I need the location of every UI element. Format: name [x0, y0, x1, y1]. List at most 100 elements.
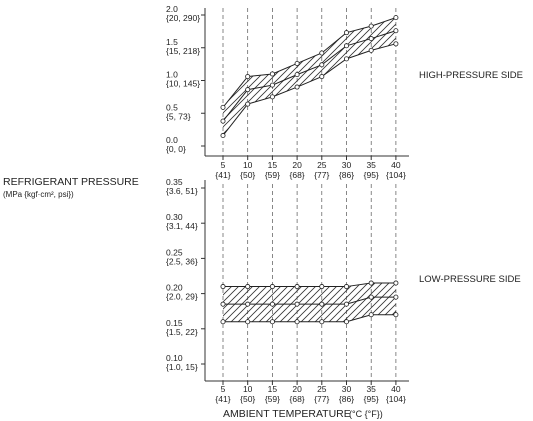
data-point-middle [294, 301, 300, 307]
x-tick-label: 25 [317, 384, 327, 394]
y-tick-label: 0.30 [166, 212, 183, 222]
x-tick-sublabel: {68} [290, 394, 305, 404]
x-tick-label: 10 [243, 160, 253, 170]
data-point-upper [220, 284, 226, 290]
data-point-lower [294, 319, 300, 325]
data-point-lower [269, 319, 275, 325]
range-band [223, 283, 396, 322]
data-point-upper [294, 60, 300, 66]
x-tick-sublabel: {41} [215, 170, 230, 180]
data-point-upper [245, 74, 251, 80]
data-point-lower [245, 319, 251, 325]
x-tick-label: 20 [292, 160, 302, 170]
data-point-middle [269, 301, 275, 307]
y-tick-label: 0.15 [166, 318, 183, 328]
x-axis-unit: (°C {°F}) [349, 409, 383, 419]
y-tick-sublabel: {0, 0} [166, 144, 186, 154]
data-point-lower [343, 56, 349, 62]
data-point-middle [220, 118, 226, 124]
data-point-middle [245, 301, 251, 307]
x-tick-label: 40 [391, 160, 401, 170]
data-point-middle [245, 87, 251, 93]
y-tick-label: 0.35 [166, 177, 183, 187]
series-line-lower [222, 43, 397, 136]
x-tick-sublabel: {95} [364, 394, 379, 404]
y-tick-label: 2.0 [166, 4, 178, 14]
data-point-upper [343, 30, 349, 36]
y-tick-sublabel: {10, 145} [166, 79, 200, 89]
y-tick-sublabel: {2.0, 29} [166, 292, 198, 302]
data-point-upper [220, 104, 226, 110]
x-tick-sublabel: {104} [386, 170, 406, 180]
data-point-upper [269, 71, 275, 77]
series-line-lower [223, 314, 396, 323]
data-point-middle [269, 82, 275, 88]
data-point-lower [393, 312, 399, 318]
y-axis-title: REFRIGERANT PRESSURE [3, 176, 139, 188]
series-line-upper [222, 17, 397, 108]
data-point-upper [269, 284, 275, 290]
y-tick-sublabel: {1.0, 15} [166, 362, 198, 372]
x-tick-label: 5 [221, 160, 226, 170]
data-point-upper [319, 50, 325, 56]
y-tick-sublabel: {20, 290} [166, 13, 200, 23]
data-point-middle [343, 301, 349, 307]
y-tick-sublabel: {1.5, 22} [166, 327, 198, 337]
x-tick-sublabel: {104} [386, 394, 406, 404]
y-tick-sublabel: {3.6, 51} [166, 186, 198, 196]
low-pressure-panel: 0.35{3.6, 51} 0.30{3.1, 44} 0.25{2.5, 36} 0… [166, 177, 521, 404]
data-point-lower [343, 319, 349, 325]
x-tick-sublabel: {86} [339, 394, 354, 404]
data-point-middle [319, 62, 325, 68]
data-point-upper [368, 23, 374, 29]
x-tick-label: 20 [292, 384, 302, 394]
data-point-upper [393, 280, 399, 286]
series-line-middle [222, 30, 397, 122]
data-point-lower [220, 319, 226, 325]
y-tick-sublabel: {5, 73} [166, 111, 191, 121]
data-point-middle [368, 36, 374, 42]
x-tick-sublabel: {95} [364, 170, 379, 180]
y-tick-label: 0.25 [166, 247, 183, 257]
series-line-upper [223, 282, 396, 288]
data-point-upper [294, 284, 300, 290]
x-tick-label: 15 [268, 384, 278, 394]
x-tick-label: 30 [342, 384, 352, 394]
high-pressure-panel: 2.0{20, 290}1.5{15, 218}1.0{10, 145}0.5{… [166, 4, 523, 180]
data-point-lower [294, 84, 300, 90]
y-tick-sublabel: {2.5, 36} [166, 256, 198, 266]
data-point-middle [393, 294, 399, 300]
x-tick-sublabel: {50} [240, 394, 255, 404]
data-point-lower [269, 94, 275, 100]
y-tick-label: 0.10 [166, 353, 183, 363]
x-tick-sublabel: {86} [339, 170, 354, 180]
x-tick-label: 5 [221, 384, 226, 394]
data-point-lower [220, 133, 226, 139]
y-tick-label: 1.5 [166, 37, 178, 47]
side-label: LOW-PRESSURE SIDE [419, 274, 521, 285]
range-band [223, 17, 396, 136]
side-label: HIGH-PRESSURE SIDE [419, 70, 523, 81]
x-tick-sublabel: {59} [265, 170, 280, 180]
data-point-middle [220, 301, 226, 307]
data-point-upper [393, 15, 399, 21]
x-tick-label: 35 [366, 384, 376, 394]
data-point-lower [368, 47, 374, 53]
x-tick-label: 15 [268, 160, 278, 170]
data-point-lower [393, 41, 399, 47]
data-point-middle [393, 28, 399, 34]
data-point-lower [319, 74, 325, 80]
y-tick-sublabel: {3.1, 44} [166, 221, 198, 231]
data-point-lower [368, 312, 374, 318]
x-axis-title: AMBIENT TEMPERATURE [223, 408, 351, 420]
x-tick-sublabel: {50} [240, 170, 255, 180]
x-tick-label: 35 [366, 160, 376, 170]
x-tick-sublabel: {59} [265, 394, 280, 404]
data-point-upper [368, 280, 374, 286]
series-line-middle [223, 296, 396, 305]
y-tick-label: 0.5 [166, 102, 178, 112]
data-point-upper [343, 284, 349, 290]
data-point-lower [245, 101, 251, 107]
x-tick-label: 30 [342, 160, 352, 170]
